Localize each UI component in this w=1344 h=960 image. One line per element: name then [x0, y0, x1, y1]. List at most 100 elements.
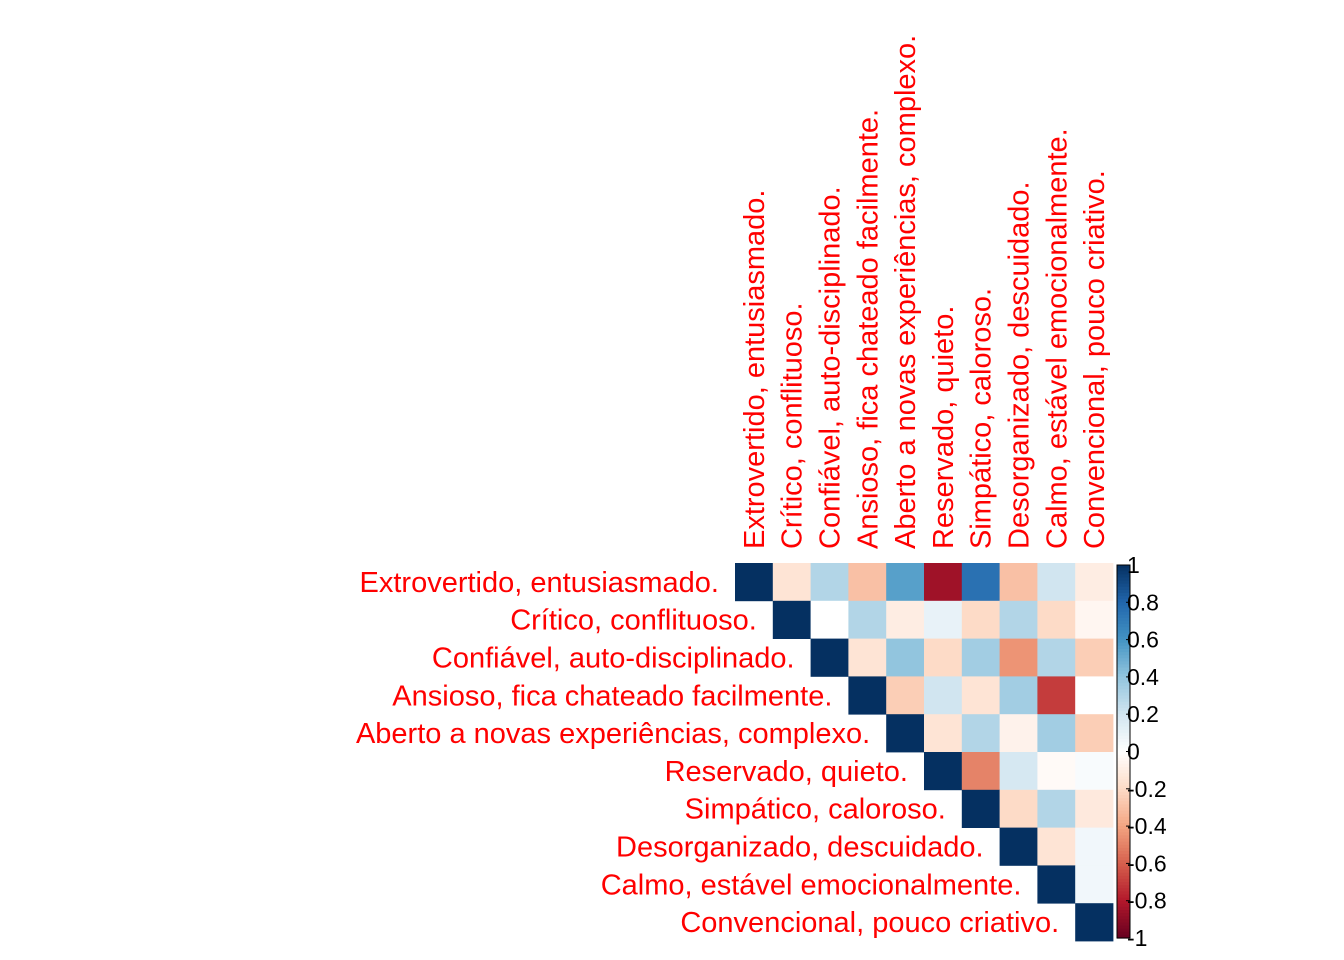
- colorbar-segment: [1117, 807, 1130, 812]
- colorbar-segment: [1117, 707, 1130, 712]
- colorbar-segment: [1117, 875, 1130, 880]
- colorbar-segment: [1117, 577, 1130, 582]
- colorbar-segment: [1117, 729, 1130, 734]
- colorbar-segment: [1117, 680, 1130, 684]
- heatmap-cell-2-2: [810, 638, 849, 677]
- colorbar-segment: [1117, 648, 1130, 653]
- colorbar-segment: [1117, 819, 1130, 824]
- heatmap-cell-4-4: [886, 714, 925, 753]
- colorbar-segment: [1117, 754, 1130, 759]
- colorbar-segment: [1117, 574, 1130, 579]
- heatmap-cell-0-7: [999, 563, 1038, 602]
- colorbar-segment: [1117, 689, 1130, 694]
- colorbar-segment: [1117, 667, 1130, 672]
- colorbar-segment: [1117, 906, 1130, 911]
- colorbar-segment: [1117, 782, 1130, 787]
- colorbar-segment: [1117, 928, 1130, 933]
- colorbar-segment: [1117, 776, 1130, 781]
- heatmap-cell-7-9: [1075, 827, 1114, 866]
- colorbar-segment: [1117, 742, 1130, 746]
- row-label: Crítico, conflituoso.: [510, 605, 757, 637]
- colorbar-segment: [1117, 683, 1130, 687]
- heatmap-cell-2-3: [848, 638, 887, 677]
- heatmap-cell-0-4: [886, 563, 925, 602]
- colorbar-segment: [1117, 639, 1130, 644]
- colorbar-segment: [1117, 841, 1130, 846]
- colorbar-segment: [1117, 838, 1130, 843]
- heatmap-cell-0-0: [735, 563, 774, 602]
- colorbar-segment: [1117, 795, 1130, 799]
- colorbar-segment: [1117, 813, 1130, 818]
- colorbar-segment: [1117, 869, 1130, 874]
- heatmap-cell-2-4: [886, 638, 925, 677]
- colorbar-segment: [1117, 596, 1130, 600]
- row-label: Reservado, quieto.: [665, 756, 908, 788]
- colorbar-segment: [1117, 903, 1130, 908]
- heatmap-cell-1-8: [1037, 600, 1076, 639]
- heatmap-cell-1-3: [848, 600, 887, 639]
- heatmap-cell-5-5: [924, 752, 963, 791]
- colorbar-segment: [1117, 767, 1130, 771]
- colorbar-segment: [1117, 763, 1130, 768]
- colorbar-segment: [1117, 804, 1130, 809]
- colorbar-segment: [1117, 760, 1130, 765]
- colorbar-segment: [1117, 822, 1130, 827]
- colorbar-segment: [1117, 589, 1130, 594]
- colorbar-segment: [1117, 605, 1130, 610]
- heatmap-cell-1-2: [810, 600, 849, 639]
- colorbar-segment: [1117, 633, 1130, 638]
- colorbar-segment: [1117, 624, 1130, 628]
- heatmap-cell-1-1: [772, 600, 811, 639]
- colorbar-segment: [1117, 673, 1130, 678]
- heatmap-cell-0-3: [848, 563, 887, 602]
- heatmap-cell-2-9: [1075, 638, 1114, 677]
- heatmap-cell-8-8: [1037, 865, 1076, 904]
- colorbar-segment: [1117, 717, 1130, 722]
- colorbar-segment: [1117, 739, 1130, 743]
- colorbar-tick-label: 1: [1127, 552, 1140, 578]
- colorbar-segment: [1117, 894, 1130, 899]
- colorbar-segment: [1117, 686, 1130, 690]
- row-label: Convencional, pouco criativo.: [680, 907, 1059, 939]
- heatmap-cell-2-6: [961, 638, 1000, 677]
- colorbar-segment: [1117, 916, 1130, 920]
- colorbar-segment: [1117, 565, 1130, 569]
- colorbar-tick-label: 0.4: [1127, 664, 1159, 690]
- row-label: Ansioso, fica chateado facilmente.: [392, 680, 832, 712]
- colorbar-segment: [1117, 636, 1130, 641]
- colorbar-segment: [1117, 676, 1130, 681]
- heatmap-cell-6-6: [961, 789, 1000, 828]
- column-label: Simpático, caloroso.: [966, 288, 998, 549]
- colorbar-segment: [1117, 897, 1130, 902]
- colorbar-segment: [1117, 872, 1130, 877]
- column-label: Aberto a novas experiências, complexo.: [890, 35, 922, 549]
- colorbar-segment: [1117, 931, 1130, 936]
- colorbar-segment: [1117, 592, 1130, 597]
- heatmap-cell-3-7: [999, 676, 1038, 715]
- colorbar-segment: [1117, 645, 1130, 650]
- colorbar-segment: [1117, 723, 1130, 728]
- colorbar-segment: [1117, 844, 1130, 849]
- colorbar-segment: [1117, 658, 1130, 662]
- colorbar-segment: [1117, 735, 1130, 740]
- colorbar-segment: [1117, 617, 1130, 622]
- colorbar-segment: [1117, 885, 1130, 889]
- colorbar-segment: [1117, 816, 1130, 821]
- heatmap-cell-1-9: [1075, 600, 1114, 639]
- colorbar-segment: [1117, 788, 1130, 793]
- heatmap-cell-4-6: [961, 714, 1000, 753]
- row-label: Calmo, estável emocionalmente.: [601, 869, 1022, 901]
- heatmap-cell-0-1: [772, 563, 811, 602]
- colorbar-segment: [1117, 801, 1130, 805]
- heatmap-cell-7-7: [999, 827, 1038, 866]
- colorbar-segment: [1117, 832, 1130, 837]
- heatmap-cell-4-5: [924, 714, 963, 753]
- colorbar-segment: [1117, 757, 1130, 762]
- colorbar-segment: [1117, 661, 1130, 666]
- colorbar-segment: [1117, 910, 1130, 914]
- colorbar-tick-label: -0.2: [1127, 776, 1167, 802]
- colorbar-segment: [1117, 627, 1130, 631]
- heatmap-cell-3-9: [1075, 676, 1114, 715]
- column-label: Convencional, pouco criativo.: [1079, 170, 1111, 549]
- heatmap-cell-5-6: [961, 752, 1000, 791]
